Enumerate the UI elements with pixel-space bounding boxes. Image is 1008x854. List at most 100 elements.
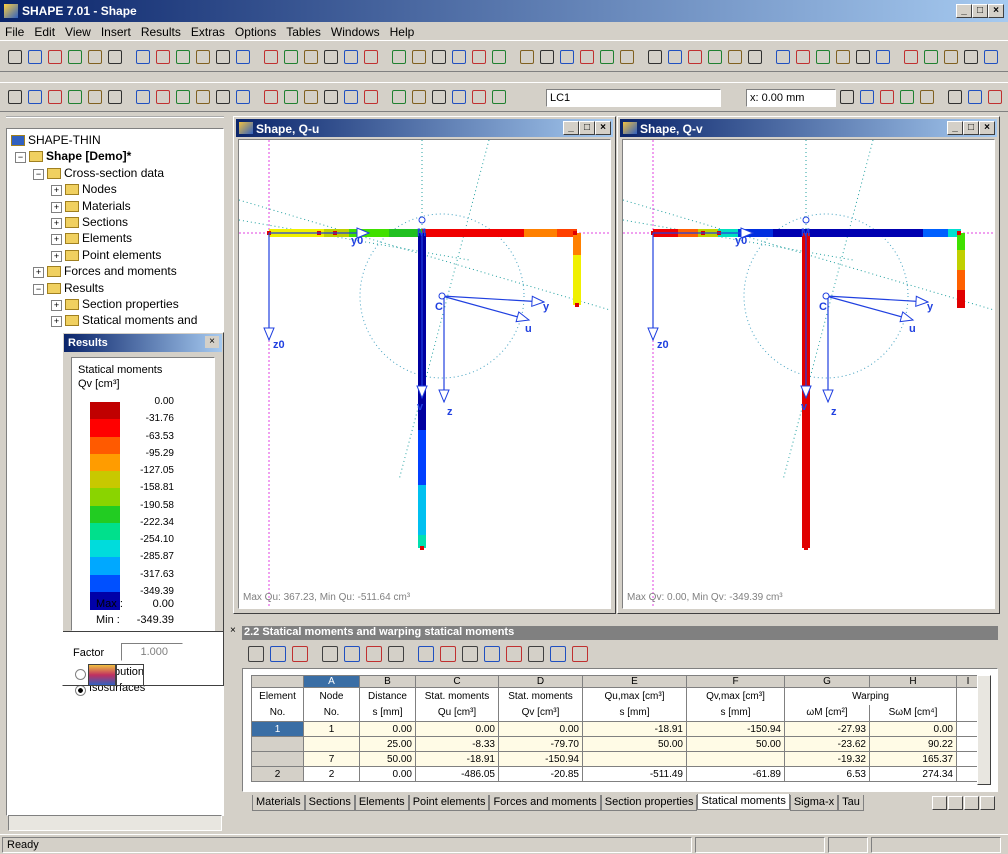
window-button[interactable]: □ <box>579 121 595 135</box>
toolbar-button[interactable] <box>452 90 466 104</box>
toolbar-button[interactable] <box>176 50 190 64</box>
toolbar-button[interactable] <box>88 90 102 104</box>
sheet-tab[interactable]: Elements <box>354 795 409 811</box>
toolbar-button[interactable] <box>68 50 82 64</box>
toolbar-button[interactable] <box>984 50 998 64</box>
toolbar-button[interactable] <box>136 50 150 64</box>
table-tool-button[interactable] <box>528 646 544 662</box>
toolbar-button[interactable] <box>8 50 22 64</box>
toolbar-button[interactable] <box>48 50 62 64</box>
menu-item[interactable]: Tables <box>286 25 321 39</box>
toolbar-button[interactable] <box>988 90 1002 104</box>
toolbar-button[interactable] <box>196 90 210 104</box>
tree-item[interactable]: Materials <box>82 198 131 213</box>
table-tool-button[interactable] <box>462 646 478 662</box>
load-case-combo[interactable]: LC1 <box>546 89 721 107</box>
table-tool-button[interactable] <box>572 646 588 662</box>
toolbar-button[interactable] <box>264 50 278 64</box>
panel-close[interactable]: × <box>230 625 236 636</box>
toolbar-button[interactable] <box>412 90 426 104</box>
toolbar-button[interactable] <box>968 90 982 104</box>
toolbar-button[interactable] <box>816 50 830 64</box>
toolbar-button[interactable] <box>560 50 574 64</box>
toolbar-button[interactable] <box>964 50 978 64</box>
panel-tab[interactable] <box>116 664 144 686</box>
expander[interactable]: + <box>51 250 62 262</box>
expander[interactable]: + <box>51 234 62 246</box>
toolbar-button[interactable] <box>796 50 810 64</box>
table-tool-button[interactable] <box>418 646 434 662</box>
toolbar-button[interactable] <box>540 50 554 64</box>
toolbar-button[interactable] <box>432 50 446 64</box>
window-button[interactable]: × <box>595 121 611 135</box>
toolbar-button[interactable] <box>472 50 486 64</box>
toolbar-button[interactable] <box>108 90 122 104</box>
tab-scroll-button[interactable] <box>932 796 947 810</box>
toolbar-button[interactable] <box>136 90 150 104</box>
close-button[interactable]: × <box>205 336 219 348</box>
toolbar-button[interactable] <box>452 50 466 64</box>
toolbar-button[interactable] <box>156 50 170 64</box>
sheet-tab[interactable]: Tau <box>838 795 864 811</box>
window-button[interactable]: □ <box>972 4 988 18</box>
panel-tab[interactable] <box>88 664 116 686</box>
factor-input[interactable]: 1.000 <box>121 643 183 661</box>
expander[interactable]: + <box>51 316 62 328</box>
menu-item[interactable]: Results <box>140 25 181 39</box>
window-button[interactable]: _ <box>947 121 963 135</box>
sheet-tab[interactable]: Forces and moments <box>489 795 601 811</box>
toolbar-button[interactable] <box>432 90 446 104</box>
toolbar-button[interactable] <box>28 50 42 64</box>
expander[interactable]: + <box>51 218 62 229</box>
toolbar-button[interactable] <box>944 50 958 64</box>
window-button[interactable]: □ <box>963 121 979 135</box>
table-tool-button[interactable] <box>322 646 338 662</box>
toolbar-button[interactable] <box>648 50 662 64</box>
toolbar-button[interactable] <box>776 50 790 64</box>
toolbar-button[interactable] <box>472 90 486 104</box>
toolbar-button[interactable] <box>364 50 378 64</box>
toolbar-button[interactable] <box>324 90 338 104</box>
toolbar-button[interactable] <box>880 90 894 104</box>
toolbar-button[interactable] <box>304 90 318 104</box>
toolbar-button[interactable] <box>88 50 102 64</box>
toolbar-button[interactable] <box>668 50 682 64</box>
table-tool-button[interactable] <box>248 646 264 662</box>
expander[interactable]: + <box>51 185 62 197</box>
toolbar-button[interactable] <box>620 50 634 64</box>
toolbar-button[interactable] <box>688 50 702 64</box>
sheet-tab[interactable]: Sections <box>304 795 355 811</box>
toolbar-button[interactable] <box>236 50 250 64</box>
table-tool-button[interactable] <box>270 646 286 662</box>
toolbar-button[interactable] <box>216 50 230 64</box>
toolbar-button[interactable] <box>344 90 358 104</box>
radio-button[interactable] <box>75 685 86 696</box>
tree-item[interactable]: Sections <box>82 215 129 229</box>
expander[interactable]: − <box>33 168 44 180</box>
toolbar-button[interactable] <box>492 50 506 64</box>
sheet-tab[interactable]: Section properties <box>600 795 698 811</box>
toolbar-button[interactable] <box>364 90 378 104</box>
toolbar-button[interactable] <box>412 50 426 64</box>
toolbar-button[interactable] <box>392 50 406 64</box>
radio-button[interactable] <box>75 669 86 680</box>
tree-item[interactable]: Section properties <box>82 297 179 311</box>
menu-item[interactable]: View <box>65 25 91 39</box>
tree-item[interactable]: Forces and moments <box>64 264 177 279</box>
tree-item[interactable]: Statical moments and <box>82 313 198 328</box>
toolbar-button[interactable] <box>492 90 506 104</box>
toolbar-button[interactable] <box>520 50 534 64</box>
table-tool-button[interactable] <box>292 646 308 662</box>
tree-item[interactable]: Cross-section data <box>64 165 165 180</box>
toolbar-button[interactable] <box>284 90 298 104</box>
toolbar-button[interactable] <box>920 90 934 104</box>
position-combo[interactable]: x: 0.00 mm <box>746 89 836 107</box>
toolbar-button[interactable] <box>304 50 318 64</box>
table-tool-button[interactable] <box>440 646 456 662</box>
tree-item[interactable]: Point elements <box>82 247 162 262</box>
table-tool-button[interactable] <box>344 646 360 662</box>
expander[interactable]: − <box>33 283 44 295</box>
window-button[interactable]: × <box>988 4 1004 18</box>
toolbar-button[interactable] <box>580 50 594 64</box>
table-tool-button[interactable] <box>506 646 522 662</box>
